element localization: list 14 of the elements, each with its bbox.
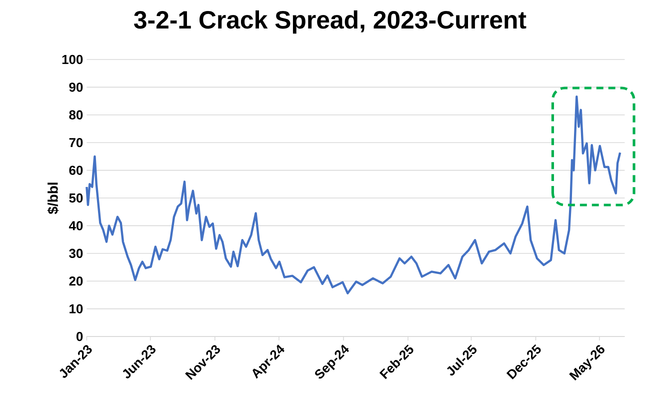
y-tick-label: 0 — [76, 332, 83, 342]
chart-title: 3-2-1 Crack Spread, 2023-Current — [134, 10, 526, 34]
y-tick-label: 70 — [69, 138, 83, 148]
y-axis-title: $/bbl — [47, 182, 59, 214]
y-tick-label: 90 — [69, 82, 83, 92]
line-series — [86, 96, 622, 294]
y-tick-label: 80 — [69, 110, 83, 120]
y-tick-label: 20 — [69, 276, 83, 286]
y-tick-label: 10 — [70, 304, 83, 314]
y-tick-label: 60 — [69, 166, 83, 175]
y-tick-label: 30 — [69, 248, 83, 258]
y-tick-label: 100 — [62, 54, 83, 64]
y-tick-label: 50 — [69, 193, 83, 203]
y-tick-label: 40 — [68, 221, 83, 230]
